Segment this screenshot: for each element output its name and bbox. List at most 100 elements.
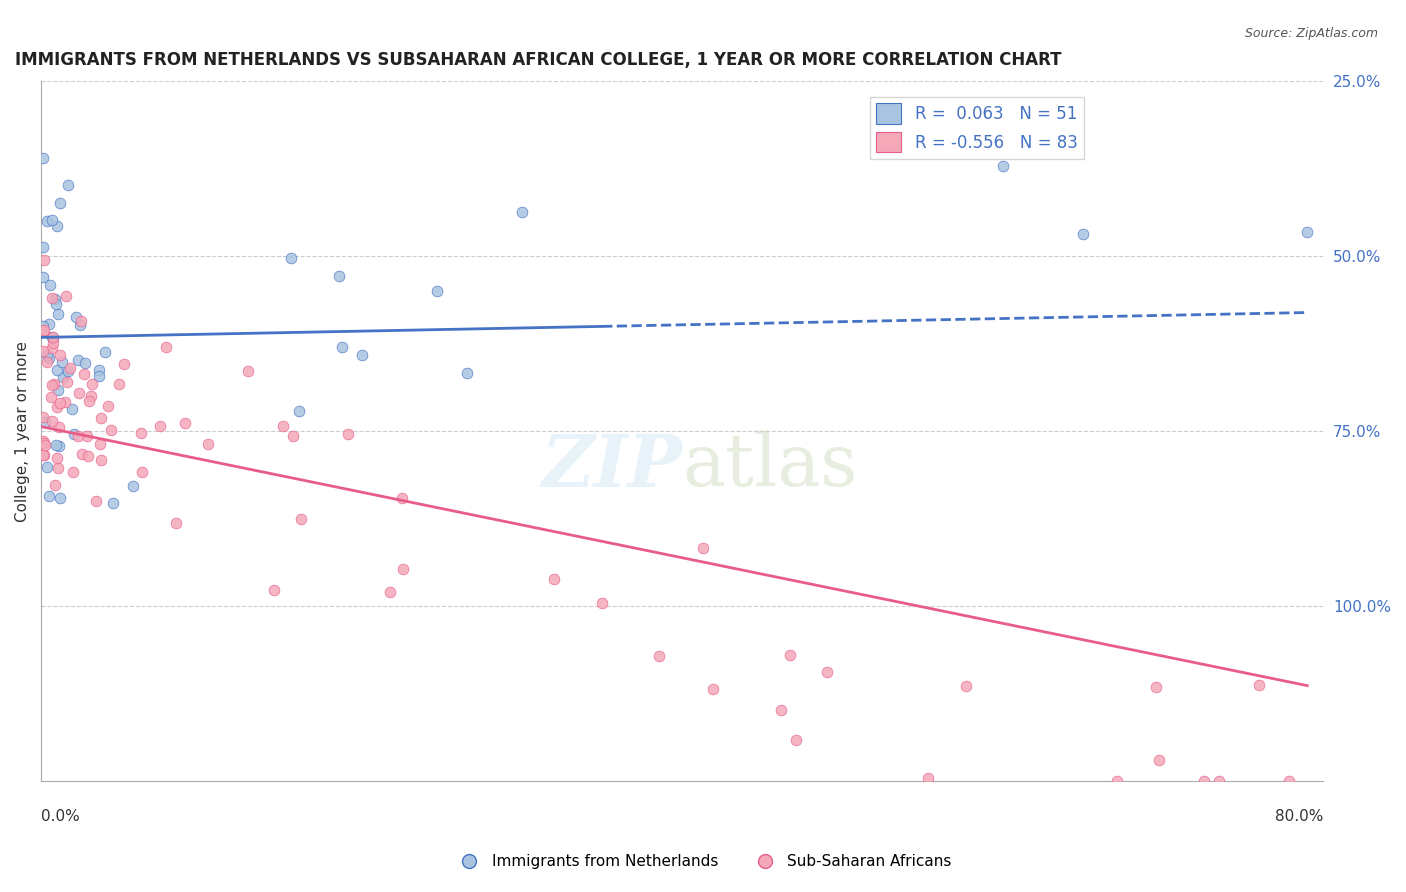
Point bbox=[112, 357, 135, 371]
Point bbox=[58, 178, 80, 193]
Point bbox=[288, 403, 311, 417]
Point bbox=[917, 772, 939, 786]
Point bbox=[31, 318, 53, 333]
Point bbox=[42, 336, 65, 351]
Y-axis label: College, 1 year or more: College, 1 year or more bbox=[15, 341, 30, 522]
Point bbox=[89, 437, 111, 451]
Point bbox=[45, 450, 67, 465]
Point bbox=[174, 416, 197, 430]
Point bbox=[197, 437, 219, 451]
Point bbox=[49, 396, 72, 410]
Point bbox=[67, 386, 90, 401]
Text: atlas: atlas bbox=[682, 431, 858, 501]
Point bbox=[815, 665, 838, 680]
Point bbox=[330, 340, 353, 354]
Point bbox=[271, 419, 294, 434]
Point bbox=[45, 438, 67, 452]
Point bbox=[702, 681, 724, 696]
Point bbox=[31, 449, 53, 463]
Point bbox=[46, 461, 69, 475]
Point bbox=[456, 367, 478, 381]
Point bbox=[648, 649, 671, 664]
Point bbox=[100, 423, 122, 437]
Point bbox=[41, 291, 63, 305]
Point bbox=[991, 159, 1014, 173]
Point bbox=[63, 426, 86, 441]
Point bbox=[62, 465, 84, 479]
Point bbox=[69, 318, 91, 333]
Point bbox=[38, 317, 60, 331]
Point bbox=[42, 330, 65, 344]
Point bbox=[84, 494, 107, 508]
Point bbox=[46, 384, 69, 398]
Text: IMMIGRANTS FROM NETHERLANDS VS SUBSAHARAN AFRICAN COLLEGE, 1 YEAR OR MORE CORREL: IMMIGRANTS FROM NETHERLANDS VS SUBSAHARA… bbox=[15, 51, 1062, 69]
Point bbox=[37, 348, 59, 362]
Point bbox=[94, 344, 117, 359]
Point bbox=[779, 648, 801, 663]
Point bbox=[426, 284, 449, 298]
Point bbox=[42, 377, 65, 392]
Point bbox=[65, 310, 87, 325]
Point bbox=[87, 369, 110, 384]
Point bbox=[31, 240, 53, 254]
Point bbox=[32, 323, 55, 337]
Point bbox=[76, 449, 98, 463]
Point bbox=[80, 389, 103, 403]
Point bbox=[236, 364, 259, 378]
Point bbox=[52, 370, 75, 384]
Point bbox=[82, 377, 104, 392]
Point bbox=[31, 344, 53, 359]
Point bbox=[35, 355, 58, 369]
Text: ZIP: ZIP bbox=[541, 431, 682, 501]
Point bbox=[32, 152, 55, 166]
Point bbox=[41, 342, 63, 356]
Point bbox=[1247, 678, 1270, 692]
Point bbox=[290, 511, 312, 525]
Point bbox=[39, 390, 62, 404]
Point bbox=[73, 368, 96, 382]
Point bbox=[41, 330, 63, 344]
Point bbox=[1071, 227, 1094, 241]
Legend: R =  0.063   N = 51, R = -0.556   N = 83: R = 0.063 N = 51, R = -0.556 N = 83 bbox=[870, 96, 1084, 159]
Point bbox=[90, 411, 112, 425]
Point bbox=[336, 426, 359, 441]
Point bbox=[49, 196, 72, 211]
Point bbox=[41, 331, 63, 345]
Point bbox=[108, 377, 131, 392]
Point bbox=[35, 214, 58, 228]
Text: 0.0%: 0.0% bbox=[41, 809, 80, 824]
Point bbox=[770, 703, 793, 717]
Point bbox=[149, 419, 172, 434]
Point bbox=[31, 434, 53, 449]
Point bbox=[46, 363, 69, 377]
Point bbox=[48, 491, 70, 505]
Point bbox=[263, 582, 285, 597]
Point bbox=[31, 410, 53, 425]
Point bbox=[1208, 773, 1230, 788]
Point bbox=[56, 375, 79, 389]
Point bbox=[155, 340, 177, 354]
Point bbox=[44, 477, 66, 491]
Point bbox=[70, 447, 93, 461]
Text: Source: ZipAtlas.com: Source: ZipAtlas.com bbox=[1244, 27, 1378, 40]
Point bbox=[60, 401, 83, 416]
Point bbox=[41, 414, 63, 428]
Point bbox=[32, 269, 55, 284]
Point bbox=[45, 297, 67, 311]
Point bbox=[53, 395, 76, 409]
Point bbox=[281, 429, 304, 443]
Point bbox=[45, 219, 67, 233]
Point bbox=[1296, 225, 1319, 239]
Point bbox=[591, 595, 613, 609]
Point bbox=[48, 420, 70, 434]
Point bbox=[1278, 774, 1301, 789]
Point bbox=[32, 448, 55, 462]
Point bbox=[34, 415, 56, 429]
Point bbox=[38, 489, 60, 503]
Point bbox=[41, 378, 63, 392]
Point bbox=[955, 679, 977, 693]
Point bbox=[97, 399, 120, 413]
Point bbox=[31, 324, 53, 338]
Point bbox=[45, 400, 67, 414]
Point bbox=[41, 213, 63, 227]
